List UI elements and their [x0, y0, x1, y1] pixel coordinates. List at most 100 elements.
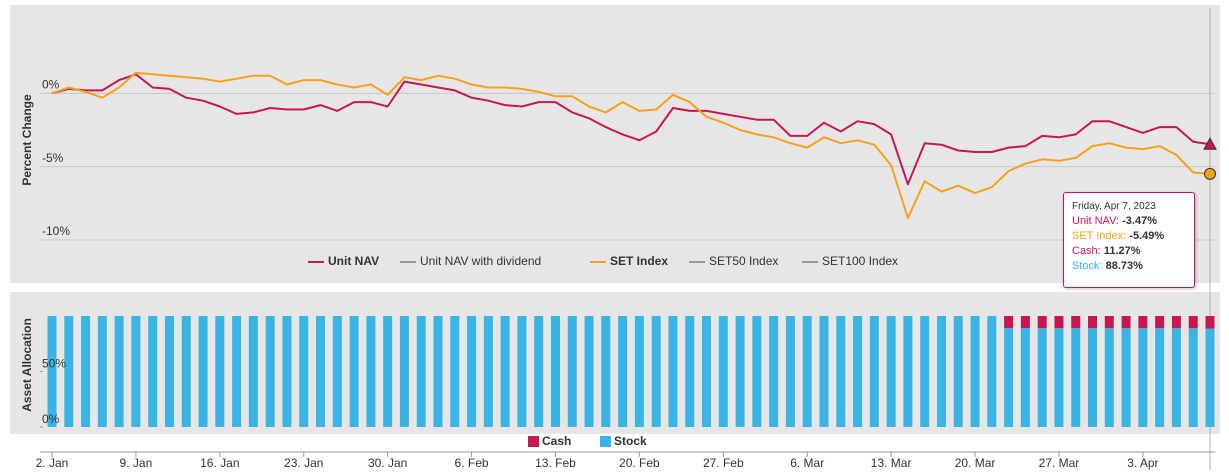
legend-label: SET Index — [610, 254, 668, 268]
bar — [131, 316, 141, 427]
bar — [1037, 316, 1047, 329]
bar — [47, 316, 57, 427]
bar — [483, 316, 493, 427]
line-series — [51, 73, 1211, 186]
bar — [1071, 328, 1081, 427]
tooltip-value: 88.73% — [1105, 260, 1143, 272]
bar — [198, 316, 208, 427]
legend-label: Cash — [542, 434, 571, 448]
bar — [618, 316, 628, 427]
bar — [232, 316, 242, 427]
tooltip-label: SET Index: — [1072, 230, 1127, 242]
tooltip-row: Cash: 11.27% — [1072, 244, 1186, 259]
bar — [769, 316, 779, 427]
tooltip-row: Unit NAV: -3.47% — [1072, 214, 1186, 229]
bar — [651, 316, 661, 427]
x-tick-label: 27. Feb — [703, 456, 744, 470]
bar — [1104, 316, 1114, 329]
bar — [64, 316, 74, 427]
y-tick-label: -10% — [42, 224, 70, 238]
bar — [1054, 316, 1064, 329]
bar — [785, 316, 795, 427]
tooltip-row: SET Index: -5.49% — [1072, 229, 1186, 244]
bar — [416, 316, 426, 427]
bar — [81, 316, 91, 427]
bar — [886, 316, 896, 427]
bar — [282, 316, 292, 427]
bar — [1088, 328, 1098, 427]
bar — [903, 316, 913, 427]
bar — [702, 316, 712, 427]
tooltip-label: Unit NAV: — [1072, 215, 1120, 227]
x-tick-label: 2. Jan — [36, 456, 69, 470]
x-tick-label: 6. Mar — [790, 456, 824, 470]
bar — [164, 316, 174, 427]
y-tick-label: 0% — [42, 78, 60, 92]
bar — [601, 316, 611, 427]
tooltip-value: -5.49% — [1129, 230, 1165, 242]
x-tick-label: 13. Feb — [535, 456, 576, 470]
bar — [1155, 328, 1165, 427]
bar — [383, 316, 393, 427]
bar — [1020, 316, 1030, 329]
bar — [1188, 328, 1198, 427]
bar — [517, 316, 527, 427]
bar — [433, 316, 443, 427]
bar — [1171, 316, 1181, 329]
bar — [920, 316, 930, 427]
x-tick-label: 20. Mar — [955, 456, 996, 470]
bar — [332, 316, 342, 427]
bar — [1188, 316, 1198, 329]
x-tick-label: 20. Feb — [619, 456, 660, 470]
bar — [869, 316, 879, 427]
legend-label: Unit NAV with dividend — [420, 254, 541, 268]
bar — [1004, 316, 1014, 329]
bar — [1020, 328, 1030, 427]
bar — [853, 316, 863, 427]
bar — [1138, 328, 1148, 427]
line-series — [51, 71, 1211, 219]
bar — [735, 316, 745, 427]
bar — [265, 316, 275, 427]
bar — [567, 316, 577, 427]
bar — [802, 316, 812, 427]
legend-swatch — [528, 436, 539, 447]
bar — [1121, 328, 1131, 427]
bar — [668, 316, 678, 427]
legend-label: Stock — [614, 434, 647, 448]
y-tick-label: -5% — [42, 151, 64, 165]
tooltip-title: Friday, Apr 7, 2023 — [1072, 201, 1156, 212]
y-axis-title: Asset Allocation — [20, 318, 34, 412]
tooltip-label: Stock: — [1072, 260, 1103, 272]
legend-swatch — [600, 436, 611, 447]
legend-label: SET50 Index — [709, 254, 778, 268]
x-tick-label: 27. Mar — [1039, 456, 1080, 470]
y-tick-label: 0% — [42, 412, 60, 426]
bar — [1004, 328, 1014, 427]
x-tick-label: 23. Jan — [284, 456, 323, 470]
bar — [1071, 316, 1081, 329]
bar — [1037, 328, 1047, 427]
bar — [316, 316, 326, 427]
bar — [634, 316, 644, 427]
bar — [366, 316, 376, 427]
y-tick-label: 50% — [42, 357, 66, 371]
x-tick-label: 3. Apr — [1127, 456, 1158, 470]
x-tick-label: 6. Feb — [455, 456, 489, 470]
bar — [467, 316, 477, 427]
bar — [215, 316, 225, 427]
bar — [534, 316, 544, 427]
bar — [953, 316, 963, 427]
bar — [1088, 316, 1098, 329]
bar — [987, 316, 997, 427]
bar — [349, 316, 359, 427]
bar — [1054, 328, 1064, 427]
bar — [1104, 328, 1114, 427]
x-tick-label: 13. Mar — [871, 456, 912, 470]
bar — [584, 316, 594, 427]
bar — [1121, 316, 1131, 329]
bar — [685, 316, 695, 427]
bar — [1171, 328, 1181, 427]
